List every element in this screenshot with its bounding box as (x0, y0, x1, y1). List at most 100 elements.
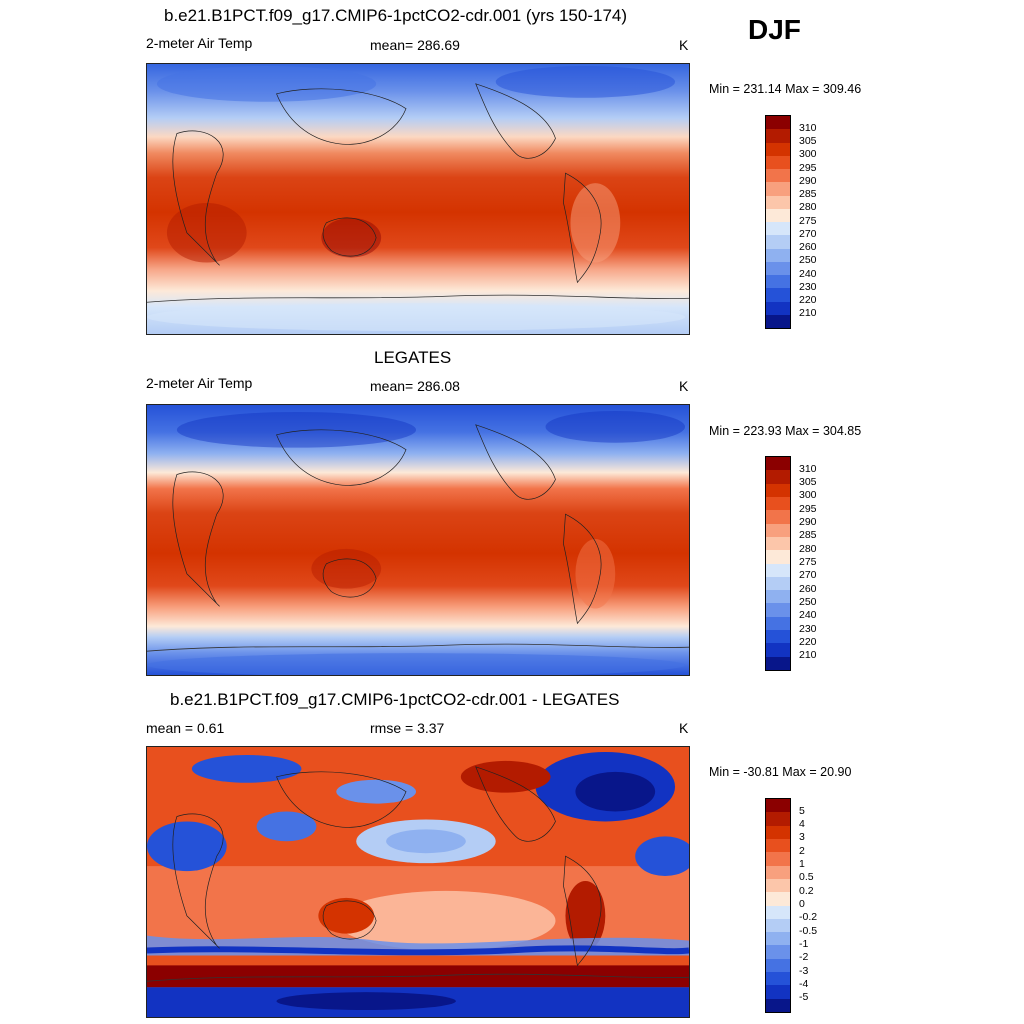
colorbar-swatch (766, 905, 790, 919)
colorbar-swatch (766, 457, 790, 471)
colorbar-tick-label: -0.2 (799, 911, 818, 924)
colorbar-tick-label: 310 (799, 121, 817, 134)
colorbar-tick-label: 270 (799, 569, 817, 582)
colorbar-swatch (766, 918, 790, 933)
colorbar-swatch (766, 590, 790, 604)
colorbar-tick-label: 230 (799, 622, 817, 635)
colorbar-tick-label: 300 (799, 148, 817, 161)
colorbar-tick-label: 250 (799, 595, 817, 608)
colorbar-swatch (766, 116, 790, 130)
panel-1-model-temperature-map (146, 63, 690, 335)
colorbar-swatch (766, 630, 790, 644)
colorbar-swatch (766, 932, 790, 946)
panel-3-mean-label: mean = 0.61 (146, 720, 225, 736)
colorbar-swatch (766, 838, 790, 853)
colorbar-swatch (766, 523, 790, 537)
colorbar-swatch (766, 563, 790, 577)
colorbar-swatch (766, 129, 790, 143)
panel-3-colorbar (765, 798, 791, 1013)
colorbar-swatch (766, 616, 790, 631)
panel-1-variable-label: 2-meter Air Temp (146, 35, 253, 51)
colorbar-swatch (766, 483, 790, 497)
colorbar-tick-label: 0.2 (799, 884, 814, 897)
colorbar-swatch (766, 892, 790, 906)
colorbar-swatch (766, 208, 790, 222)
panel-1-colorbar (765, 115, 791, 329)
colorbar-tick-label: 280 (799, 201, 817, 214)
colorbar-swatch (766, 510, 790, 524)
colorbar-tick-label: 2 (799, 844, 805, 857)
colorbar-tick-label: 240 (799, 267, 817, 280)
panel-1-min-max: Min = 231.14 Max = 309.46 (709, 82, 862, 96)
colorbar-tick-label: 290 (799, 516, 817, 529)
panel-2-mean-label: mean= 286.08 (370, 378, 460, 394)
colorbar-tick-label: 220 (799, 294, 817, 306)
panel-2-observed-temperature-map (146, 404, 690, 676)
panel-2-title: LEGATES (374, 348, 452, 367)
colorbar-tick-label: -3 (799, 964, 809, 977)
colorbar-tick-label: 250 (799, 254, 817, 267)
colorbar-swatch (766, 261, 790, 275)
colorbar-tick-label: 1 (799, 858, 805, 871)
panel-3-title: b.e21.B1PCT.f09_g17.CMIP6-1pctCO2-cdr.00… (170, 690, 620, 709)
colorbar-swatch (766, 998, 790, 1012)
colorbar-swatch (766, 314, 790, 328)
colorbar-tick-label: 275 (799, 556, 817, 568)
season-label: DJF (748, 14, 801, 45)
colorbar-tick-label: 210 (799, 307, 817, 320)
panel-1-title: b.e21.B1PCT.f09_g17.CMIP6-1pctCO2-cdr.00… (164, 6, 628, 25)
colorbar-tick-label: -1 (799, 937, 809, 950)
colorbar-swatch (766, 182, 790, 196)
colorbar-tick-label: -0.5 (799, 924, 818, 937)
colorbar-tick-label: -2 (799, 951, 809, 964)
colorbar-swatch (766, 603, 790, 617)
colorbar-swatch (766, 496, 790, 511)
colorbar-tick-label: 285 (799, 529, 817, 542)
panel-3-units: K (679, 720, 689, 736)
colorbar-swatch (766, 288, 790, 302)
panel-2-min-max: Min = 223.93 Max = 304.85 (709, 424, 862, 438)
panel-1-mean-label: mean= 286.69 (370, 37, 460, 53)
colorbar-tick-label: 260 (799, 241, 817, 253)
colorbar-tick-label: 290 (799, 174, 817, 187)
colorbar-tick-label: 210 (799, 649, 817, 662)
colorbar-swatch (766, 852, 790, 866)
colorbar-tick-label: 240 (799, 609, 817, 622)
colorbar-tick-label: 0 (799, 898, 805, 910)
panel-1-units: K (679, 37, 689, 53)
colorbar-tick-label: 295 (799, 502, 817, 515)
colorbar-tick-label: 5 (799, 804, 805, 817)
panel-3-min-max: Min = -30.81 Max = 20.90 (709, 765, 852, 779)
colorbar-tick-label: -5 (799, 991, 809, 1004)
colorbar-swatch (766, 878, 790, 893)
colorbar-tick-label: 260 (799, 582, 817, 595)
colorbar-swatch (766, 169, 790, 183)
colorbar-tick-label: 300 (799, 489, 817, 502)
colorbar-swatch (766, 550, 790, 564)
colorbar-swatch (766, 301, 790, 315)
colorbar-tick-label: 305 (799, 476, 817, 489)
colorbar-tick-label: 305 (799, 135, 817, 147)
colorbar-swatch (766, 222, 790, 236)
panel-3-difference-map (146, 746, 690, 1018)
colorbar-swatch (766, 155, 790, 169)
colorbar-swatch (766, 643, 790, 657)
colorbar-swatch (766, 470, 790, 484)
colorbar-swatch (766, 958, 790, 973)
colorbar-swatch (766, 536, 790, 551)
colorbar-swatch (766, 235, 790, 249)
colorbar-swatch (766, 985, 790, 999)
colorbar-tick-label: 230 (799, 280, 817, 293)
colorbar-swatch (766, 656, 790, 670)
colorbar-swatch (766, 248, 790, 262)
colorbar-swatch (766, 825, 790, 839)
colorbar-tick-label: 270 (799, 227, 817, 240)
panel-3-rmse-label: rmse = 3.37 (370, 720, 445, 736)
colorbar-tick-label: 4 (799, 818, 805, 831)
colorbar-swatch (766, 142, 790, 156)
colorbar-tick-label: 310 (799, 462, 817, 475)
colorbar-swatch (766, 972, 790, 986)
colorbar-swatch (766, 799, 790, 813)
colorbar-swatch (766, 812, 790, 826)
colorbar-swatch (766, 865, 790, 879)
